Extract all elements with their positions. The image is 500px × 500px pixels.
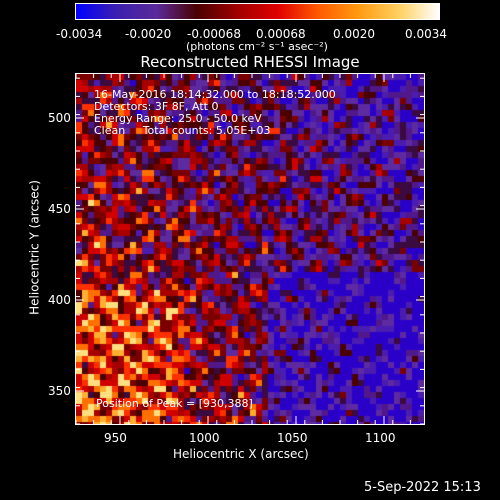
y-tick-label: 450 (48, 202, 71, 216)
x-tick-label: 1100 (365, 431, 396, 445)
info-energy: Energy Range: 25.0 - 50.0 keV (94, 112, 262, 125)
x-axis-label: Heliocentric X (arcsec) (173, 447, 309, 461)
plot-frame (75, 73, 425, 425)
colorbar-tick: -0.0020 (125, 27, 172, 41)
peak-position: Position of Peak = [930,388] (96, 397, 253, 410)
colorbar-tick: 0.0020 (333, 27, 375, 41)
info-date: 16-May-2016 18:14:32.000 to 18:18:52.000 (94, 88, 336, 101)
y-axis-label: Heliocentric Y (arcsec) (27, 180, 42, 315)
colorbar-tick: -0.0034 (56, 27, 103, 41)
heatmap-image (76, 74, 424, 424)
y-tick-label: 500 (48, 111, 71, 125)
plot-title: Reconstructed RHESSI Image (140, 53, 360, 71)
colorbar (75, 3, 440, 20)
y-tick-label: 400 (48, 293, 71, 307)
info-counts: Clean Total counts: 5.05E+03 (94, 124, 271, 137)
colorbar-units: (photons cm⁻² s⁻¹ asec⁻²) (186, 40, 328, 53)
info-detectors: Detectors: 3F 8F, Att 0 (94, 100, 219, 113)
colorbar-tick: 0.0034 (405, 27, 447, 41)
x-tick-label: 950 (104, 431, 127, 445)
x-tick-label: 1050 (277, 431, 308, 445)
y-tick-label: 350 (48, 384, 71, 398)
colorbar-tick: 0.00068 (256, 27, 306, 41)
colorbar-tick: -0.00068 (187, 27, 241, 41)
footer-timestamp: 5-Sep-2022 15:13 (364, 480, 481, 495)
x-tick-label: 1000 (189, 431, 220, 445)
